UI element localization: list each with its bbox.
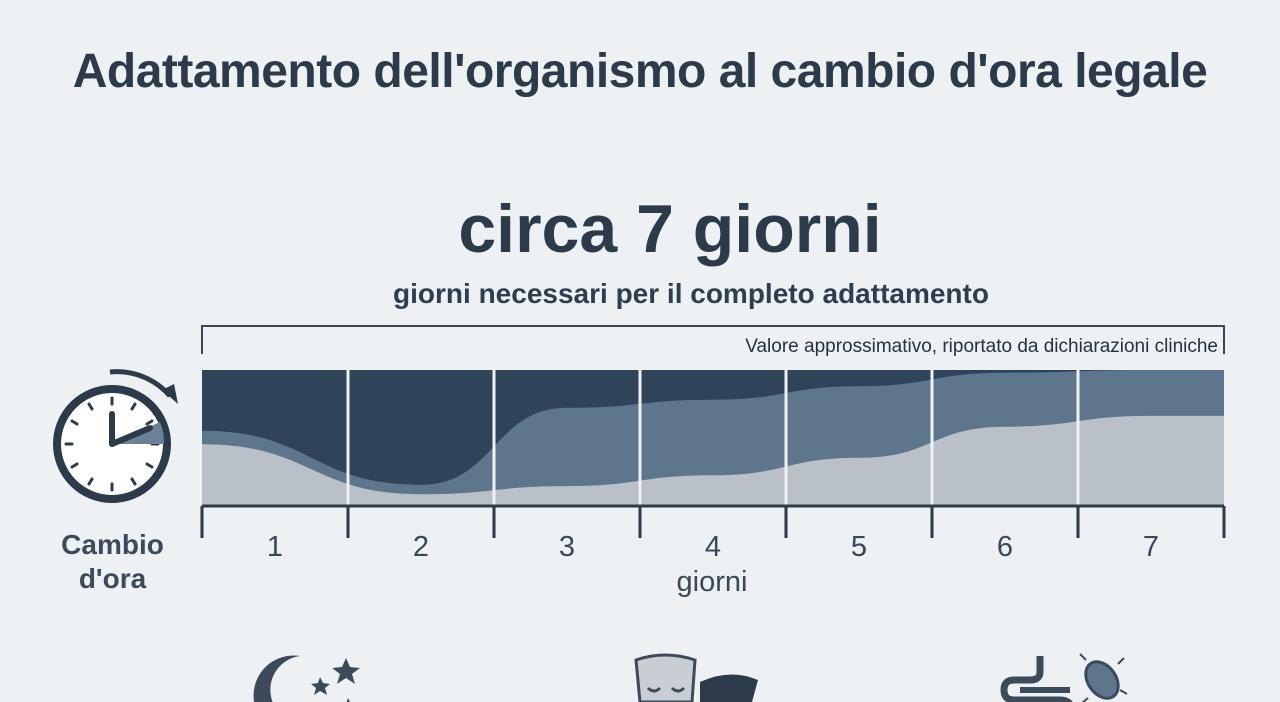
x-tick-label: 2 xyxy=(413,531,429,563)
x-tick-label: 6 xyxy=(997,531,1013,563)
chart-bracket xyxy=(201,325,1225,354)
x-tick-label: 7 xyxy=(1143,531,1159,563)
area-series-2 xyxy=(202,415,1224,505)
moon-stars-icon xyxy=(253,655,360,702)
x-tick-label: 1 xyxy=(267,531,283,563)
chart-note: Valore approssimativo, riportato da dich… xyxy=(745,336,1218,357)
clock-arrow-icon xyxy=(53,369,178,503)
clock-label-line1: Cambio xyxy=(61,529,164,560)
intestine-bacteria-icon xyxy=(1000,653,1128,702)
clock-label: Cambio d'ora xyxy=(40,528,185,596)
x-tick-label: 4 xyxy=(705,531,721,563)
x-tick-label: 5 xyxy=(851,531,867,563)
clock-label-line2: d'ora xyxy=(78,563,147,594)
headline-value: circa 7 giorni xyxy=(458,191,882,267)
mask-icon xyxy=(634,653,758,702)
x-tick-label: 3 xyxy=(559,531,575,563)
page-title: Adattamento dell'organismo al cambio d'o… xyxy=(72,45,1208,98)
headline-caption: giorni necessari per il completo adattam… xyxy=(393,278,989,309)
x-axis-label: giorni xyxy=(676,566,748,598)
